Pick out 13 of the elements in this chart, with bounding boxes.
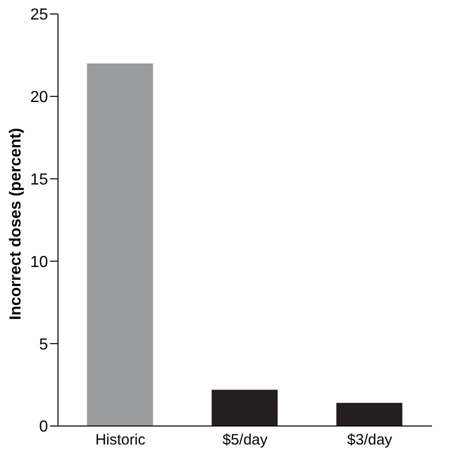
x-tick-label: Historic bbox=[95, 432, 146, 449]
bar bbox=[336, 402, 402, 426]
bar bbox=[87, 63, 153, 426]
y-tick-label: 10 bbox=[30, 254, 48, 271]
y-tick-label: 0 bbox=[39, 418, 48, 436]
y-tick-label: 15 bbox=[30, 171, 48, 188]
y-tick-label: 25 bbox=[30, 6, 48, 24]
x-tick-label: $5/day bbox=[222, 432, 268, 449]
x-tick-label: $3/day bbox=[347, 432, 393, 449]
y-tick-label: 5 bbox=[39, 336, 48, 354]
bar bbox=[212, 390, 278, 426]
y-axis-title: Incorrect doses (percent) bbox=[8, 128, 25, 320]
y-tick-label: 20 bbox=[30, 89, 48, 106]
